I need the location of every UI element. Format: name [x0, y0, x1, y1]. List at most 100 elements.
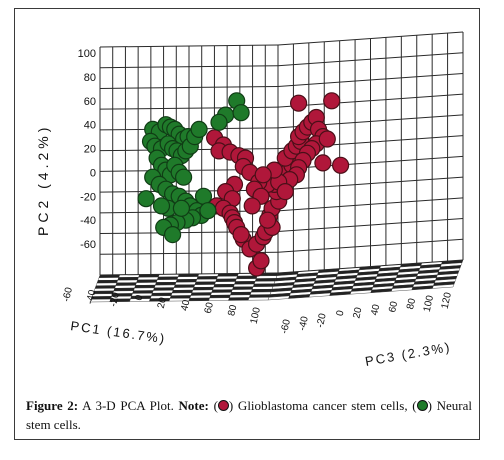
floor-left-cell [169, 295, 192, 299]
caption-note-label: Note: [178, 398, 209, 413]
neural-point [172, 199, 190, 217]
floor-left-cell [192, 286, 214, 291]
floor-left-cell [93, 288, 116, 292]
neural-point [232, 104, 250, 122]
floor-left-cell [194, 281, 216, 285]
floor-left-cell [209, 294, 231, 299]
pc2-tick-label: 80 [84, 72, 96, 84]
glioblastoma-point [318, 130, 336, 148]
neural-point [164, 226, 182, 244]
floor-left-cell [236, 275, 258, 280]
floor-left-cell [233, 283, 255, 288]
floor-left-cell [228, 297, 250, 301]
neural-point [199, 202, 217, 220]
right-wall-hline [277, 93, 464, 108]
floor-left-cell [132, 290, 154, 294]
pc1-ticks: -60 -40 -20 0 20 40 60 80 100 [61, 286, 263, 325]
pc2-tick-label: 100 [78, 48, 96, 60]
left-wall-hline [99, 85, 279, 89]
floor-left-cell [115, 282, 137, 286]
pc1-tick-label: 20 [156, 296, 169, 310]
caption-glioblastoma-text: ) Glioblastoma cancer stem cells, [228, 398, 408, 413]
pc3-tick-label: -20 [315, 312, 329, 329]
floor-left-cell [116, 279, 138, 284]
glioblastoma-point [243, 197, 261, 215]
pc3-tick-label: -40 [297, 315, 311, 332]
floor-grid [89, 259, 464, 303]
left-wall-hline [99, 106, 279, 110]
figure-frame [14, 8, 480, 440]
floor-left-cell [175, 279, 198, 283]
floor-left-cell [135, 282, 157, 286]
floor-left-cell [196, 276, 218, 280]
floor-left-cell [249, 291, 272, 296]
floor-left-cell [213, 284, 235, 288]
left-wall-hline [99, 65, 279, 69]
floor-left-cell [193, 284, 215, 288]
floor-left-cell [229, 294, 251, 298]
floor-right-cell [432, 284, 455, 289]
floor-left-cell [210, 292, 232, 296]
pc2-tick-label: 60 [84, 96, 96, 108]
right-wall-hline [277, 72, 464, 87]
neural-point [152, 197, 171, 215]
floor-left-cell [151, 292, 173, 297]
floor-left-cell [232, 286, 254, 290]
pc3-axis-title: PC3 (2.3%) [364, 339, 452, 369]
floor-left-cell [211, 289, 233, 293]
neural-point [190, 120, 208, 138]
floor-left-cell [231, 289, 253, 293]
glioblastoma-point [259, 211, 277, 229]
pc1-tick-label: 60 [203, 301, 216, 315]
floor-left-cell [189, 295, 211, 299]
pc3-ticks: -60 -40 -20 0 20 40 60 80 100 120 [279, 291, 454, 335]
pc2-axis-title: PC2 (4.2%) [35, 124, 51, 236]
neural-point [137, 190, 155, 208]
neural-point [210, 113, 228, 131]
pc2-tick-label: 0 [90, 167, 96, 179]
caption-neural-text: ) Neural stem cells. [26, 398, 473, 432]
floor-left-cell [137, 276, 159, 281]
neural-point [194, 187, 213, 205]
caption-figure-label: Figure 2: [26, 398, 79, 413]
floor-left-cell [117, 277, 139, 281]
floor-left-cell [171, 289, 194, 294]
floor-left-cell [114, 285, 136, 289]
floor-left-cell [134, 284, 156, 289]
floor-left-cell [250, 288, 273, 293]
floor-left-cell [215, 278, 237, 282]
floor-left-cell [251, 286, 274, 290]
caption-title: A 3-D PCA Plot. [82, 398, 174, 413]
left-wall-hline [99, 44, 279, 48]
pc1-axis-title: PC1 (16.7%) [70, 318, 168, 346]
glioblastoma-point [232, 226, 250, 244]
floor-left-cell [254, 278, 277, 282]
floor-left-cell [188, 297, 210, 302]
floor-left-cell [248, 294, 271, 298]
floor-left-cell [95, 282, 118, 287]
right-wall-hline [277, 52, 464, 67]
glioblastoma-point [332, 156, 350, 174]
glioblastoma-legend-dot-icon [217, 400, 229, 411]
right-wall-hline [277, 238, 464, 253]
glioblastoma-point [252, 252, 270, 270]
glioblastoma-point [314, 154, 332, 172]
data-points [137, 92, 350, 277]
pc3-tick-label: 0 [335, 309, 347, 317]
figure-caption: Figure 2: A 3-D PCA Plot. Note: () Gliob… [26, 396, 472, 434]
glioblastoma-point [276, 183, 294, 201]
floor-left-cell [235, 278, 257, 282]
pc3-tick-label: 120 [440, 291, 454, 310]
floor-left-cell [252, 283, 275, 287]
pc1-tick-label: 80 [226, 303, 239, 317]
floor-left-cell [247, 297, 270, 301]
floor-left-cell [97, 277, 120, 281]
floor-left-cell [170, 292, 193, 296]
pc2-tick-label: -20 [80, 191, 96, 203]
glioblastoma-point [290, 94, 308, 112]
pc3-tick-label: -60 [279, 318, 293, 335]
floor-left-cell [154, 284, 176, 289]
pc3-tick-label: 100 [422, 294, 436, 313]
floor-left-cell [216, 275, 238, 280]
